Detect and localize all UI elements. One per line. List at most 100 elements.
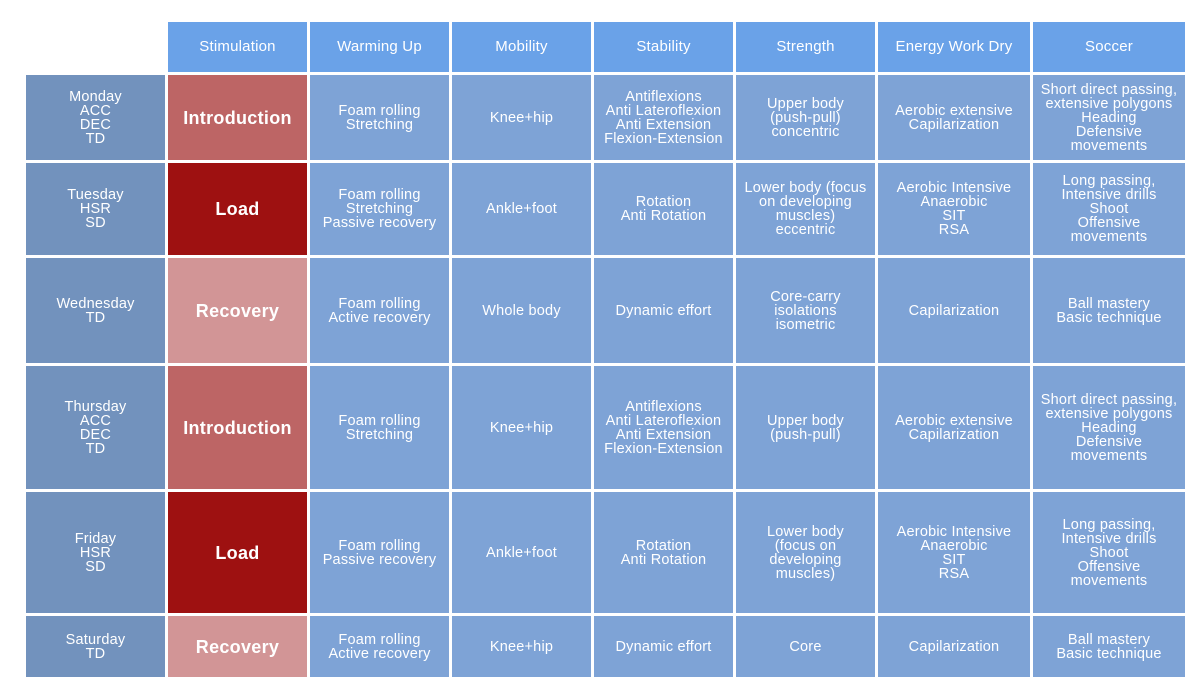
cell-line: Short direct passing,	[1040, 391, 1178, 408]
training-schedule-table: Stimulation Warming Up Mobility Stability St…	[26, 22, 1185, 677]
cell-warming-up: Foam rolling Passive recovery	[310, 492, 449, 613]
cell-line: RSA	[938, 222, 970, 238]
column-header-stimulation: Stimulation	[168, 22, 307, 72]
cell-line: movements	[1070, 447, 1148, 464]
cell-line: Rotation	[635, 194, 692, 210]
cell-line: Long passing,	[1062, 516, 1156, 533]
cell-line: Ankle+foot	[486, 544, 557, 561]
cell-warming-up: Foam rolling Active recovery	[310, 258, 449, 363]
cell-line: muscles)	[775, 565, 836, 582]
column-header-strength: Strength	[736, 22, 875, 72]
cell-line: Offensive	[1077, 558, 1141, 575]
cell-line: TD	[85, 645, 106, 662]
cell-line: Aerobic extensive	[895, 412, 1013, 429]
cell-line: Friday	[74, 530, 117, 547]
cell-line: Lower body (focus	[744, 180, 867, 196]
cell-mobility: Knee+hip	[452, 366, 591, 489]
cell-line: Foam rolling	[338, 295, 421, 312]
cell-strength: Lower body (focus on developing muscles)	[736, 492, 875, 613]
cell-line: Rotation	[635, 537, 692, 554]
cell-line: Stretching	[345, 201, 414, 217]
cell-soccer: Ball mastery Basic technique	[1033, 616, 1185, 677]
cell-line: Saturday	[65, 631, 126, 648]
cell-line: Foam rolling	[338, 187, 421, 203]
cell-line: Defensive	[1075, 123, 1143, 140]
cell-line: SIT	[942, 551, 966, 568]
cell-line: TD	[85, 130, 106, 147]
cell-line: Knee+hip	[489, 638, 554, 655]
cell-line: Monday	[69, 88, 122, 105]
cell-line: concentric	[771, 123, 840, 140]
cell-line: HSR	[79, 544, 112, 561]
cell-stability: Rotation Anti Rotation	[594, 163, 733, 255]
cell-line: Anaerobic	[920, 194, 988, 210]
cell-line: extensive polygons	[1045, 95, 1173, 112]
cell-line: Aerobic Intensive	[896, 180, 1012, 196]
cell-line: Whole body	[482, 302, 561, 319]
cell-line: isolations	[774, 302, 837, 319]
cell-line: eccentric	[775, 222, 836, 238]
cell-line: SD	[85, 215, 106, 231]
cell-line: ACC	[79, 102, 112, 119]
cell-line: Dynamic effort	[615, 638, 712, 655]
cell-line: RSA	[938, 565, 970, 582]
stimulation-badge: Introduction	[168, 366, 307, 489]
cell-line: SD	[85, 558, 106, 575]
day-label-saturday: Saturday TD	[26, 616, 165, 677]
stimulation-badge: Introduction	[168, 75, 307, 160]
cell-line: Heading	[1081, 419, 1137, 436]
column-header-mobility: Mobility	[452, 22, 591, 72]
cell-line: TD	[85, 440, 106, 457]
cell-energy-work-dry: Capilarization	[878, 616, 1030, 677]
cell-line: movements	[1070, 229, 1148, 245]
cell-line: SIT	[942, 208, 966, 224]
cell-strength: Lower body (focus on developing muscles) ec…	[736, 163, 875, 255]
cell-line: Capilarization	[908, 116, 1000, 133]
cell-line: Foam rolling	[338, 412, 421, 429]
cell-line: Wednesday	[56, 295, 135, 312]
cell-mobility: Knee+hip	[452, 75, 591, 160]
cell-line: Lower body	[767, 523, 844, 540]
cell-line: Flexion-Extension	[604, 130, 723, 147]
cell-line: Core	[789, 638, 822, 655]
cell-energy-work-dry: Aerobic Intensive Anaerobic SIT RSA	[878, 492, 1030, 613]
cell-line: HSR	[79, 201, 112, 217]
cell-line: developing	[769, 551, 842, 568]
cell-line: Knee+hip	[489, 109, 554, 126]
cell-line: Shoot	[1089, 201, 1129, 217]
cell-mobility: Knee+hip	[452, 616, 591, 677]
column-header-warming-up: Warming Up	[310, 22, 449, 72]
cell-mobility: Ankle+foot	[452, 492, 591, 613]
cell-line: Antiflexions	[625, 398, 702, 415]
cell-strength: Upper body (push-pull) concentric	[736, 75, 875, 160]
cell-line: Anti Rotation	[620, 208, 707, 224]
cell-warming-up: Foam rolling Active recovery	[310, 616, 449, 677]
cell-stability: Antiflexions Anti Lateroflexion Anti Exten…	[594, 75, 733, 160]
cell-line: Intensive drills	[1061, 187, 1157, 203]
stimulation-badge: Recovery	[168, 616, 307, 677]
cell-line: movements	[1070, 572, 1148, 589]
cell-line: muscles)	[775, 208, 836, 224]
cell-soccer: Short direct passing, extensive polygons H…	[1033, 366, 1185, 489]
cell-line: ACC	[79, 412, 112, 429]
cell-line: (push-pull)	[770, 109, 841, 126]
cell-line: Ball mastery	[1067, 295, 1151, 312]
cell-warming-up: Foam rolling Stretching	[310, 366, 449, 489]
cell-line: Capilarization	[908, 302, 1000, 319]
stimulation-badge: Load	[168, 163, 307, 255]
cell-soccer: Long passing, Intensive drills Shoot Offens…	[1033, 492, 1185, 613]
column-header-stability: Stability	[594, 22, 733, 72]
cell-line: Shoot	[1089, 544, 1129, 561]
cell-line: Upper body	[767, 95, 844, 112]
cell-line: Capilarization	[908, 638, 1000, 655]
cell-stability: Antiflexions Anti Lateroflexion Anti Exten…	[594, 366, 733, 489]
cell-line: Anaerobic	[920, 537, 988, 554]
corner-blank	[26, 22, 165, 72]
day-label-monday: Monday ACC DEC TD	[26, 75, 165, 160]
cell-strength: Upper body (push-pull)	[736, 366, 875, 489]
cell-line: Long passing,	[1062, 173, 1156, 189]
day-label-tuesday: Tuesday HSR SD	[26, 163, 165, 255]
cell-line: DEC	[79, 426, 112, 443]
cell-line: Aerobic Intensive	[896, 523, 1012, 540]
cell-strength: Core-carry isolations isometric	[736, 258, 875, 363]
